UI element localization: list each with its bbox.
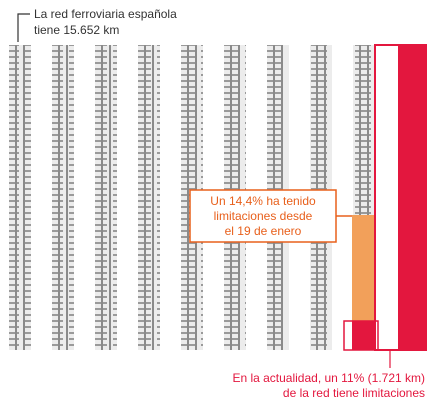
rail xyxy=(101,45,103,350)
rail xyxy=(109,45,111,350)
rail xyxy=(15,45,17,350)
header-line: La red ferroviaria española xyxy=(34,7,177,21)
header-connector xyxy=(18,14,30,42)
rail xyxy=(152,45,154,350)
track xyxy=(52,45,74,350)
rail xyxy=(58,45,60,350)
rail xyxy=(187,45,189,350)
red-segment xyxy=(352,321,376,350)
track xyxy=(138,45,160,350)
rail xyxy=(144,45,146,350)
footer-line: de la red tiene limitaciones xyxy=(283,386,425,400)
callout-line: Un 14,4% ha tenido xyxy=(210,194,316,208)
track xyxy=(9,45,31,350)
callout-line: limitaciones desde xyxy=(214,209,313,223)
track xyxy=(95,45,117,350)
red-bar xyxy=(398,45,427,350)
callout-line: el 19 de enero xyxy=(225,224,302,238)
page: La red ferroviaria española tiene 15.652… xyxy=(0,0,427,401)
infographic: La red ferroviaria española tiene 15.652… xyxy=(0,0,427,401)
rail xyxy=(66,45,68,350)
rail xyxy=(23,45,25,350)
orange-segment xyxy=(352,215,376,321)
footer-line: En la actualidad, un 11% (1.721 km) xyxy=(232,371,425,385)
header-line: tiene 15.652 km xyxy=(34,23,119,37)
